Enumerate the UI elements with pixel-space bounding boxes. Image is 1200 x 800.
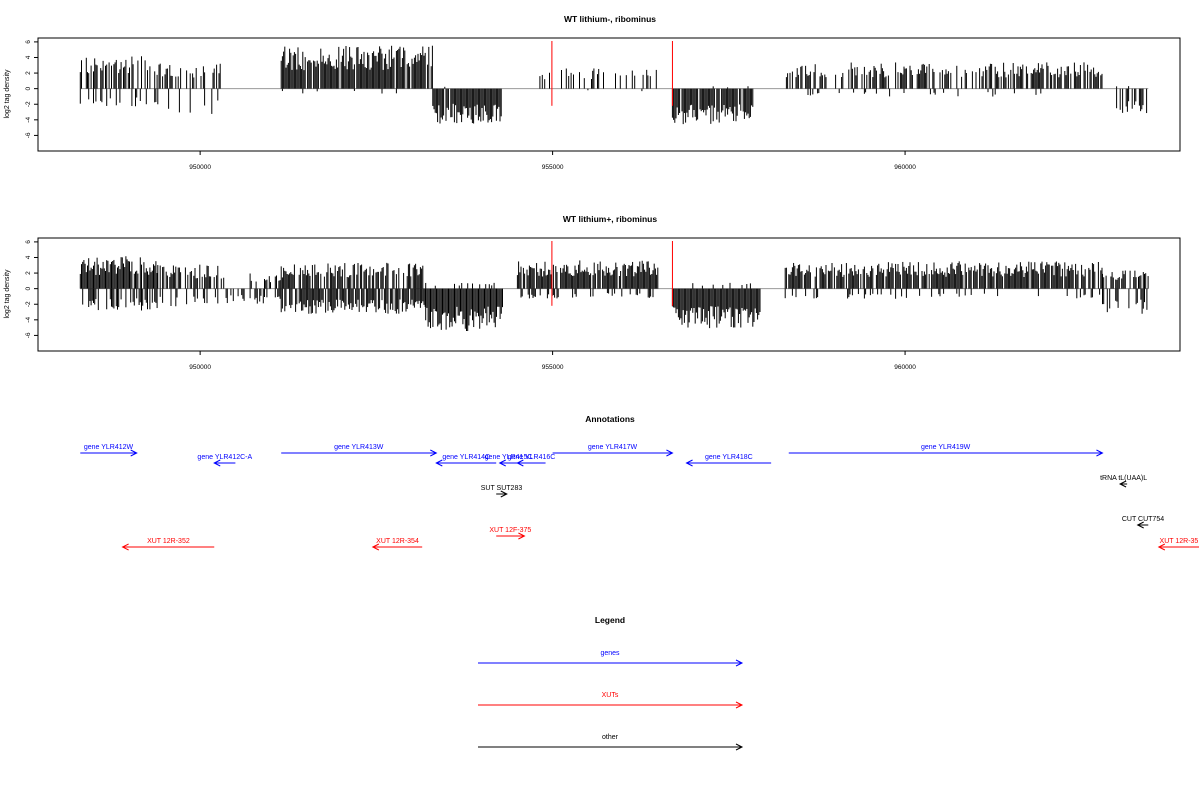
feature-label: gene YLR413W	[334, 444, 384, 451]
feature-arrow-head	[666, 449, 674, 457]
feature-label: gene YLR412W	[84, 444, 134, 451]
feature-arrow-head	[498, 459, 506, 467]
feature-label: gene YLR417W	[588, 444, 638, 451]
feature-annotation: gene YLR415C	[485, 454, 533, 467]
feature-list: gene YLR412W gene YLR412C-A gene YLR413W ge…	[80, 444, 1199, 551]
feature-label: gene YLR418C	[705, 454, 753, 461]
feature-arrow-head	[213, 459, 221, 467]
x-tick-label: 950000	[189, 364, 211, 371]
feature-annotation: gene YLR418C	[685, 454, 772, 467]
y-tick-label: -6	[25, 132, 32, 138]
plot-frame	[37, 37, 1181, 152]
feature-annotation: gene YLR417W	[552, 444, 674, 457]
panel-lithium-minus: WT lithium-, ribominus log2 tag density …	[4, 14, 1181, 171]
panel-title: WT lithium-, ribominus	[564, 14, 656, 24]
y-tick-label: -4	[25, 317, 32, 323]
y-axis: -6 -4 -2 0 2 4 6	[25, 240, 38, 338]
legend: Legend genes XUTs other	[478, 615, 744, 751]
feature-annotation: gene YLR419W	[788, 444, 1104, 457]
feature-label: XUT 12F-375	[489, 527, 531, 534]
y-tick-label: 2	[25, 71, 32, 75]
legend-item: other	[478, 734, 744, 751]
y-tick-label: 0	[25, 286, 32, 290]
feature-arrow-head	[1118, 480, 1127, 488]
feature-annotation: XUT 12R-352	[121, 538, 215, 551]
y-tick-label: 2	[25, 271, 32, 275]
feature-annotation: gene YLR414C	[435, 454, 497, 467]
feature-annotation: gene YLR413W	[281, 444, 438, 457]
legend-items: genes XUTs other	[478, 650, 744, 751]
x-tick-label: 955000	[542, 364, 564, 371]
feature-arrow-head	[1136, 521, 1144, 529]
legend-title: Legend	[595, 615, 625, 625]
legend-arrow-head	[735, 743, 744, 751]
feature-annotation: CUT CUT754	[1122, 516, 1164, 529]
y-tick-label: -4	[25, 117, 32, 123]
y-tick-label: -6	[25, 332, 32, 338]
feature-annotation: gene YLR412C-A	[197, 454, 253, 467]
x-tick-label: 960000	[894, 364, 916, 371]
feature-arrow-head	[685, 459, 693, 467]
feature-label: gene YLR415C	[485, 454, 533, 461]
feature-label: gene YLR416C	[508, 454, 556, 461]
legend-label: other	[602, 734, 619, 741]
feature-arrow-head	[518, 532, 526, 540]
y-axis: -6 -4 -2 0 2 4 6	[25, 40, 38, 138]
tag-density-bars	[79, 41, 1149, 125]
legend-label: genes	[600, 650, 620, 657]
y-tick-label: -2	[25, 101, 32, 107]
plot-frame	[37, 237, 1181, 352]
feature-annotation: XUT 12R-354	[371, 538, 423, 551]
feature-annotation: gene YLR416C	[508, 454, 556, 467]
y-tick-label: 0	[25, 86, 32, 90]
panel-title: WT lithium+, ribominus	[563, 214, 657, 224]
feature-label: gene YLR419W	[921, 444, 971, 451]
feature-label: XUT 12R-354	[376, 538, 419, 545]
feature-label: XUT 12R-35	[1160, 538, 1199, 545]
y-axis-label: log2 tag density	[4, 69, 11, 119]
feature-arrow-head	[435, 459, 443, 467]
feature-annotation: XUT 12F-375	[489, 527, 531, 540]
feature-arrow-head	[1096, 449, 1104, 457]
legend-item: XUTs	[478, 692, 744, 709]
legend-label: XUTs	[602, 692, 619, 699]
tag-density-bars	[79, 241, 1149, 332]
legend-item: genes	[478, 650, 744, 667]
y-axis-label: log2 tag density	[4, 269, 11, 319]
feature-label: gene YLR412C-A	[197, 454, 252, 461]
feature-label: gene YLR414C	[442, 454, 490, 461]
feature-label: CUT CUT754	[1122, 516, 1164, 523]
legend-arrow-head	[735, 659, 744, 667]
feature-arrow-head	[500, 490, 508, 498]
y-tick-label: 6	[25, 40, 32, 44]
feature-arrow-head	[121, 543, 129, 551]
x-axis: 950000 955000 960000	[189, 151, 916, 171]
feature-annotation: XUT 12R-35	[1157, 538, 1199, 551]
feature-label: tRNA tL(UAA)L	[1100, 475, 1147, 482]
feature-arrow-head	[1157, 543, 1166, 551]
feature-annotation: tRNA tL(UAA)L	[1100, 475, 1147, 488]
x-tick-label: 950000	[189, 164, 211, 171]
feature-label: XUT 12R-352	[147, 538, 190, 545]
x-tick-label: 960000	[894, 164, 916, 171]
feature-arrow-head	[430, 449, 438, 457]
legend-arrow-head	[735, 701, 744, 709]
y-tick-label: 6	[25, 240, 32, 244]
feature-annotation: SUT SUT283	[481, 485, 523, 498]
feature-arrow-head	[371, 543, 380, 551]
feature-arrow-head	[130, 449, 138, 457]
y-tick-label: 4	[25, 55, 32, 59]
annotations-title: Annotations	[585, 414, 635, 424]
feature-annotation: gene YLR412W	[80, 444, 138, 457]
y-tick-label: -2	[25, 301, 32, 307]
x-tick-label: 955000	[542, 164, 564, 171]
x-axis: 950000 955000 960000	[189, 351, 916, 371]
feature-arrow-head	[516, 459, 524, 467]
panel-lithium-plus: WT lithium+, ribominus log2 tag density …	[4, 214, 1181, 371]
feature-label: SUT SUT283	[481, 485, 523, 492]
y-tick-label: 4	[25, 255, 32, 259]
